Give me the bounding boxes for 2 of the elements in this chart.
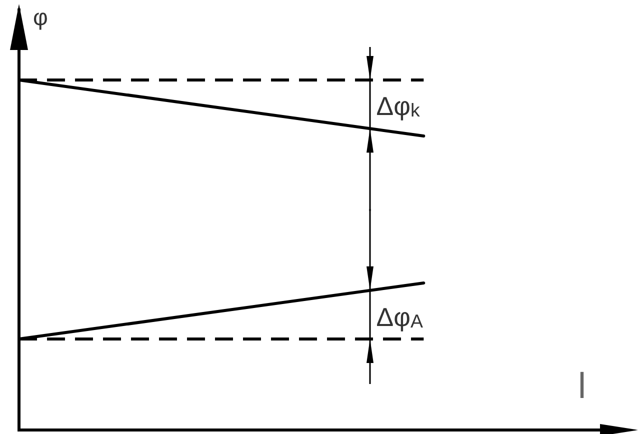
x-axis-title: l (578, 365, 586, 406)
y-axis-title: φ (33, 4, 48, 30)
